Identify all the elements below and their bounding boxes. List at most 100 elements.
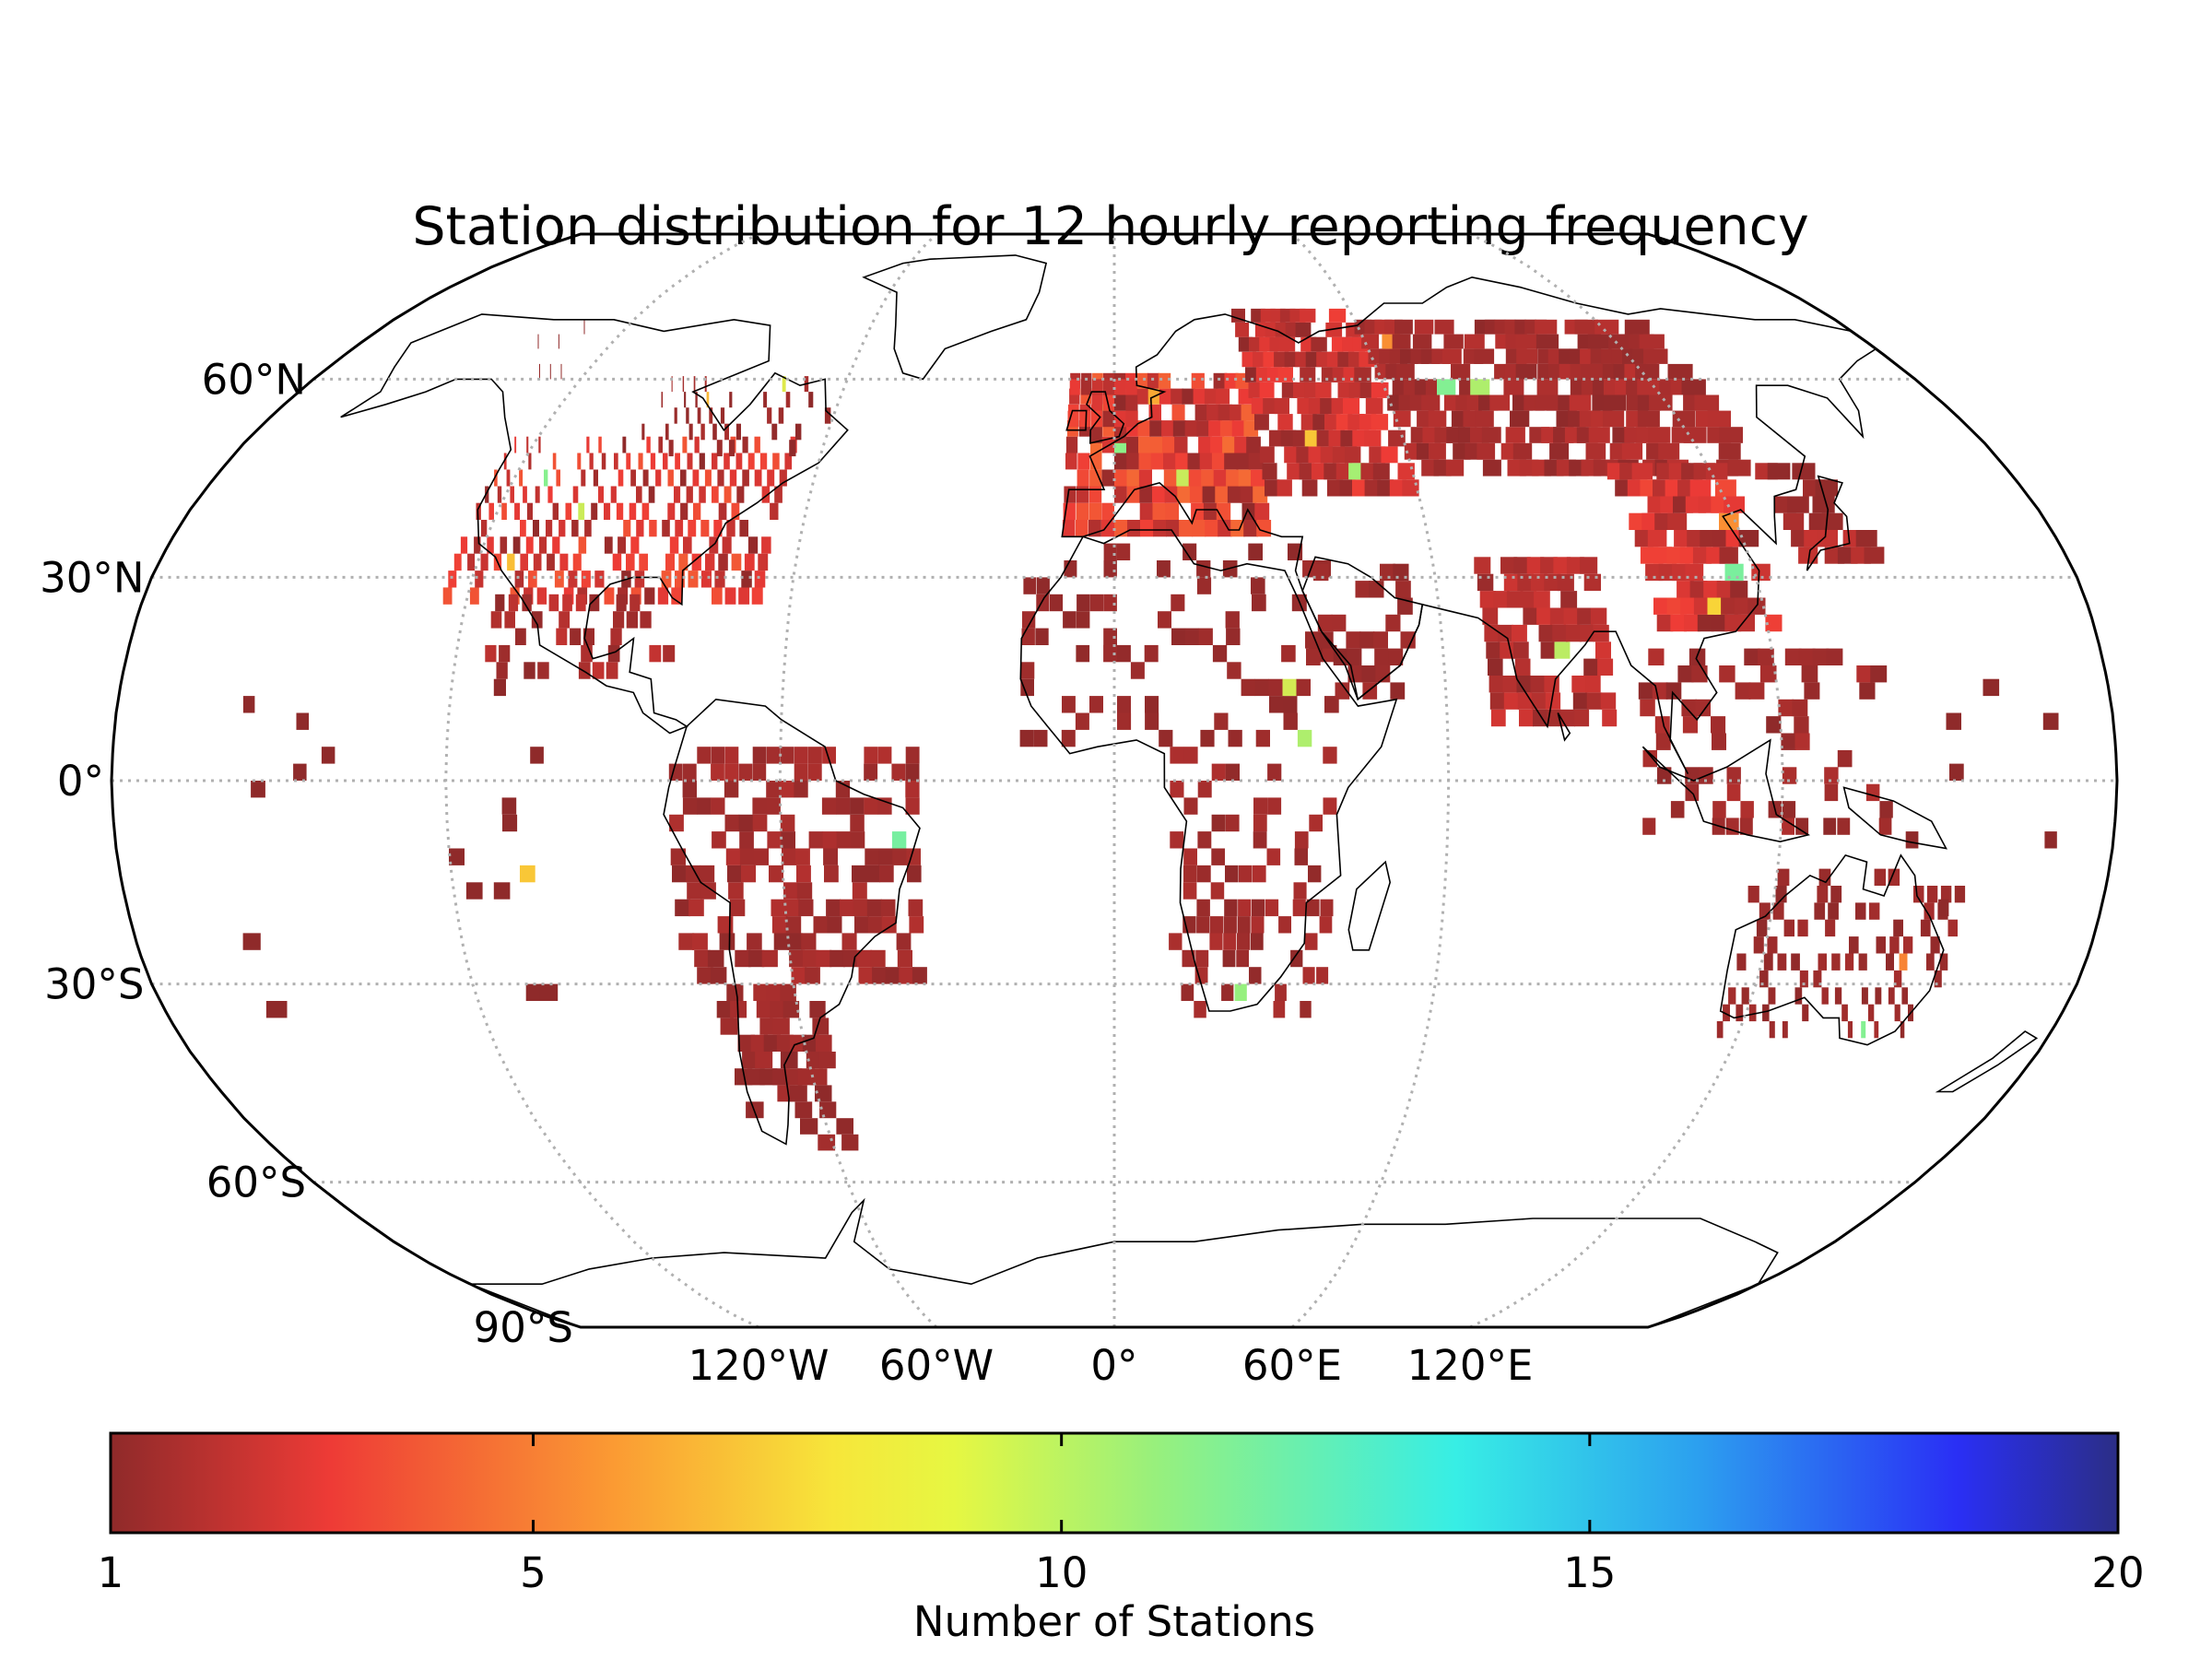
station-cell — [623, 520, 631, 537]
station-cell — [575, 594, 586, 612]
lat-label: 60°N — [202, 355, 306, 404]
station-cell — [724, 814, 740, 832]
station-cell — [770, 1001, 786, 1018]
station-cell — [1821, 987, 1829, 1005]
station-cell — [1135, 372, 1148, 389]
station-cell — [794, 781, 808, 798]
station-cell — [1163, 453, 1177, 470]
station-cell — [1223, 916, 1237, 934]
station-cell — [1621, 442, 1643, 460]
station-cell — [552, 536, 560, 554]
station-cell — [251, 781, 265, 798]
station-cell — [688, 571, 699, 588]
station-cell — [1194, 967, 1208, 984]
station-cell — [1101, 520, 1114, 537]
station-cell — [665, 423, 669, 441]
station-cell — [453, 553, 462, 571]
station-cell — [1075, 712, 1089, 730]
station-cell — [704, 469, 712, 487]
station-cell — [1214, 712, 1229, 730]
station-cell — [1069, 379, 1080, 395]
station-cell — [1209, 916, 1224, 934]
station-cell — [526, 502, 533, 520]
station-cell — [1158, 372, 1171, 389]
station-cell — [724, 453, 730, 470]
station-cell — [1253, 865, 1266, 883]
station-cell — [1899, 953, 1908, 971]
station-cell — [714, 571, 725, 588]
station-cell — [661, 571, 672, 588]
station-cell — [1163, 469, 1178, 487]
station-cell — [1023, 577, 1037, 594]
station-cell — [1117, 696, 1131, 713]
station-cell — [1728, 459, 1751, 477]
station-cell — [735, 423, 741, 441]
station-cell — [1560, 709, 1575, 727]
station-cell — [1657, 767, 1672, 784]
station-cell — [626, 453, 631, 470]
station-cell — [1861, 1021, 1866, 1039]
station-cell — [688, 520, 697, 537]
station-cell — [1503, 379, 1524, 395]
station-cell — [795, 423, 802, 441]
station-cell — [1287, 463, 1302, 480]
station-cell — [626, 553, 635, 571]
station-cell — [1114, 379, 1126, 395]
station-cell — [1753, 936, 1764, 954]
station-cell — [1515, 363, 1537, 380]
station-cell — [1740, 801, 1754, 818]
station-cell — [607, 644, 620, 663]
station-cell — [641, 423, 645, 441]
station-cell — [1277, 479, 1292, 497]
station-cell — [1479, 591, 1497, 608]
station-cell — [1505, 427, 1525, 443]
station-cell — [648, 486, 655, 503]
station-cell — [1697, 614, 1714, 632]
station-cell — [1812, 648, 1830, 665]
station-cell — [1500, 557, 1518, 574]
station-cell — [1227, 486, 1242, 503]
lon-label: 120°E — [1407, 1341, 1534, 1390]
station-cell — [1763, 953, 1773, 971]
station-cell — [1079, 410, 1091, 428]
station-cell — [1184, 420, 1199, 437]
station-cell — [1248, 543, 1263, 560]
station-cell — [1600, 692, 1617, 710]
station-cell — [1311, 463, 1327, 480]
station-cell — [475, 571, 484, 588]
station-cell — [675, 453, 680, 470]
station-cell — [485, 486, 489, 503]
station-cell — [593, 469, 598, 487]
station-cell — [1193, 388, 1206, 405]
station-cell — [559, 520, 566, 537]
station-cell — [662, 520, 670, 537]
station-cell — [1067, 410, 1079, 428]
station-cell — [1224, 372, 1239, 389]
station-cell — [899, 967, 914, 984]
station-cell — [657, 587, 669, 605]
chart-title: Station distribution for 12 hourly repor… — [412, 196, 1808, 257]
station-cell — [1886, 953, 1894, 971]
station-cell — [1870, 665, 1888, 683]
station-cell — [581, 469, 586, 487]
station-cell — [1583, 573, 1601, 592]
lat-label: 0° — [57, 757, 104, 806]
station-cell — [1265, 899, 1279, 917]
station-cell — [1294, 848, 1308, 865]
station-cell — [796, 865, 811, 883]
station-cell — [1389, 479, 1406, 497]
station-cell — [1707, 410, 1731, 428]
station-cell — [537, 662, 549, 679]
station-cell — [1103, 560, 1117, 578]
station-cell — [536, 587, 547, 605]
station-cell — [1639, 334, 1665, 349]
station-cell — [601, 453, 606, 470]
station-cell — [1308, 865, 1322, 883]
station-cell — [686, 865, 701, 883]
station-cell — [1091, 379, 1103, 395]
station-cell — [769, 865, 783, 883]
station-cell — [791, 967, 807, 984]
station-cell — [1670, 614, 1687, 632]
station-cell — [712, 486, 719, 503]
station-cell — [1563, 607, 1580, 625]
